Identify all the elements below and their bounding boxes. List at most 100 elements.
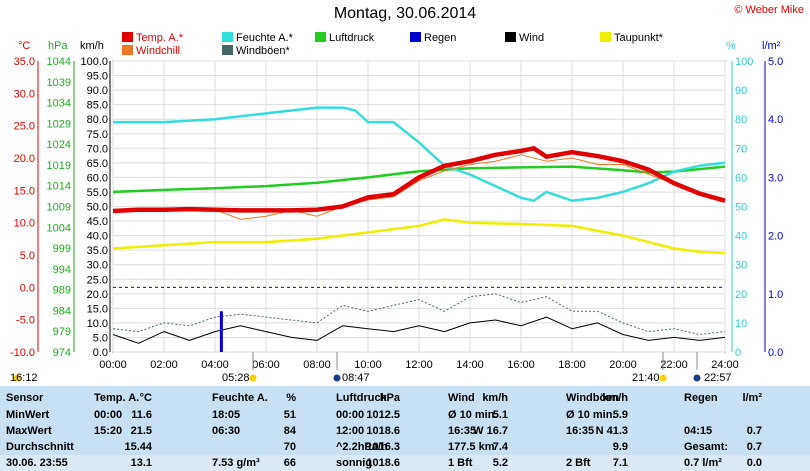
pct-tick: 90 (735, 85, 747, 97)
table-cell: hPa (379, 392, 400, 404)
table-cell: 7.1 (612, 457, 628, 469)
table-cell: 0.7 (746, 425, 762, 437)
time-tick: 12:00 (405, 359, 433, 371)
pct-unit: % (726, 40, 736, 52)
time-tick: 14:00 (456, 359, 484, 371)
table-cell: 0.0 (746, 457, 762, 469)
time-tick: 16:00 (507, 359, 535, 371)
time-tick: 20:00 (609, 359, 637, 371)
kmh-tick: 65.0 (87, 158, 108, 170)
legend-item: Regen (410, 32, 456, 44)
table-cell: 0.7 (746, 441, 762, 453)
table-cell: MaxWert (6, 425, 52, 437)
rain-tick: 2.0 (768, 231, 783, 243)
table-cell: Wind (448, 392, 475, 404)
temp-tick: 10.0 (14, 218, 35, 230)
time-tick: 10:00 (354, 359, 382, 371)
kmh-tick: 45.0 (87, 216, 108, 228)
table-cell: °C (139, 392, 152, 404)
legend-label: Wind (519, 32, 545, 44)
kmh-tick: 0.0 (93, 347, 108, 359)
temp-tick: -5.0 (16, 315, 35, 327)
table-cell: 177.5 km (448, 441, 495, 453)
table-row: MinWert 00:00 11.6 18:05 51 00:00 1012.5 Ø 10 m… (0, 407, 810, 423)
hpa-tick: 999 (53, 243, 71, 255)
table-cell: 0.7 l/m² (684, 457, 722, 469)
rain-tick: 4.0 (768, 114, 783, 126)
table-cell: 00:00 (94, 409, 123, 421)
legend-label: Regen (424, 32, 457, 44)
event-icon (659, 374, 667, 382)
table-cell: Temp. A. (94, 392, 140, 404)
event-icon (13, 374, 21, 382)
hpa-tick: 1009 (47, 202, 71, 214)
temp-tick: 20.0 (14, 153, 35, 165)
legend-item: Temp. A.* (122, 32, 183, 44)
table-cell: ↑1018.6 (360, 457, 400, 469)
table-cell: 1018.6 (366, 425, 400, 437)
hpa-tick: 1044 (47, 56, 71, 68)
table-cell: W 16.7 (473, 425, 508, 437)
series-line (112, 316, 726, 344)
event-icon (249, 374, 257, 382)
kmh-tick: 15.0 (87, 303, 108, 315)
table-cell: Sensor (6, 392, 44, 404)
table-cell: 7.53 g/m³ (212, 457, 260, 469)
kmh-tick: 100.0 (80, 56, 108, 68)
kmh-tick: 20.0 (87, 289, 108, 301)
table-row: MaxWert 15:20 21.5 06:30 84 12:00 1018.6 16:35 W… (0, 423, 810, 439)
pct-tick: 10 (735, 318, 747, 330)
table-cell: 5.1 (492, 409, 508, 421)
kmh-unit: km/h (80, 40, 104, 52)
pct-tick: 60 (735, 172, 747, 184)
legend-label: Taupunkt* (614, 32, 663, 44)
table-cell: 66 (283, 457, 296, 469)
rain-unit: l/m² (762, 40, 781, 52)
series-line (112, 146, 726, 214)
table-cell: 2 Bft (566, 457, 591, 469)
pct-tick: 80 (735, 114, 747, 126)
kmh-tick: 80.0 (87, 114, 108, 126)
kmh-tick: 35.0 (87, 245, 108, 257)
legend-item: Taupunkt* (600, 32, 663, 44)
hpa-tick: 984 (53, 305, 71, 317)
table-cell: 11.6 (131, 409, 152, 421)
table-cell: 16:35 (448, 425, 477, 437)
kmh-tick: 55.0 (87, 187, 108, 199)
sunrise-left-time: 16:12 (10, 372, 38, 384)
table-cell: Gesamt: (684, 441, 729, 453)
table-cell: 12:00 (336, 425, 365, 437)
table-cell: 84 (283, 425, 296, 437)
hpa-tick: 974 (53, 347, 71, 359)
table-cell: 15.44 (124, 441, 152, 453)
table-row: 30.06. 23:55 13.1 7.53 g/m³ 66 sonnig ↑1018.6… (0, 455, 810, 471)
series-line (112, 218, 726, 255)
table-cell: Ø 10 min. (566, 409, 616, 421)
table-cell: Windböen (566, 392, 620, 404)
temp-tick: -10.0 (10, 347, 35, 359)
temp-tick: 25.0 (14, 121, 35, 133)
hpa-tick: 989 (53, 285, 71, 297)
kmh-tick: 95.0 (87, 71, 108, 83)
legend-swatch (222, 32, 233, 42)
temp-tick: 35.0 (14, 56, 35, 68)
hpa-tick: 1029 (47, 118, 71, 130)
table-cell: 1016.3 (366, 441, 400, 453)
time-tick: 02:00 (150, 359, 178, 371)
legend-swatch (505, 32, 516, 42)
temp-tick: 15.0 (14, 185, 35, 197)
kmh-tick: 70.0 (87, 143, 108, 155)
time-tick: 00:00 (99, 359, 127, 371)
time-tick: 22:00 (660, 359, 688, 371)
kmh-tick: 85.0 (87, 100, 108, 112)
sunset-time: 21:40 (632, 372, 660, 384)
rain-tick: 3.0 (768, 172, 783, 184)
page-title: Montag, 30.06.2014 (333, 5, 477, 22)
hpa-tick: 994 (53, 264, 71, 276)
pct-tick: 50 (735, 202, 747, 214)
pct-tick: 20 (735, 289, 747, 301)
table-cell: 30.06. 23:55 (6, 457, 68, 469)
table-cell: 5.2 (492, 457, 508, 469)
pct-tick: 70 (735, 143, 747, 155)
table-cell: % (286, 392, 296, 404)
